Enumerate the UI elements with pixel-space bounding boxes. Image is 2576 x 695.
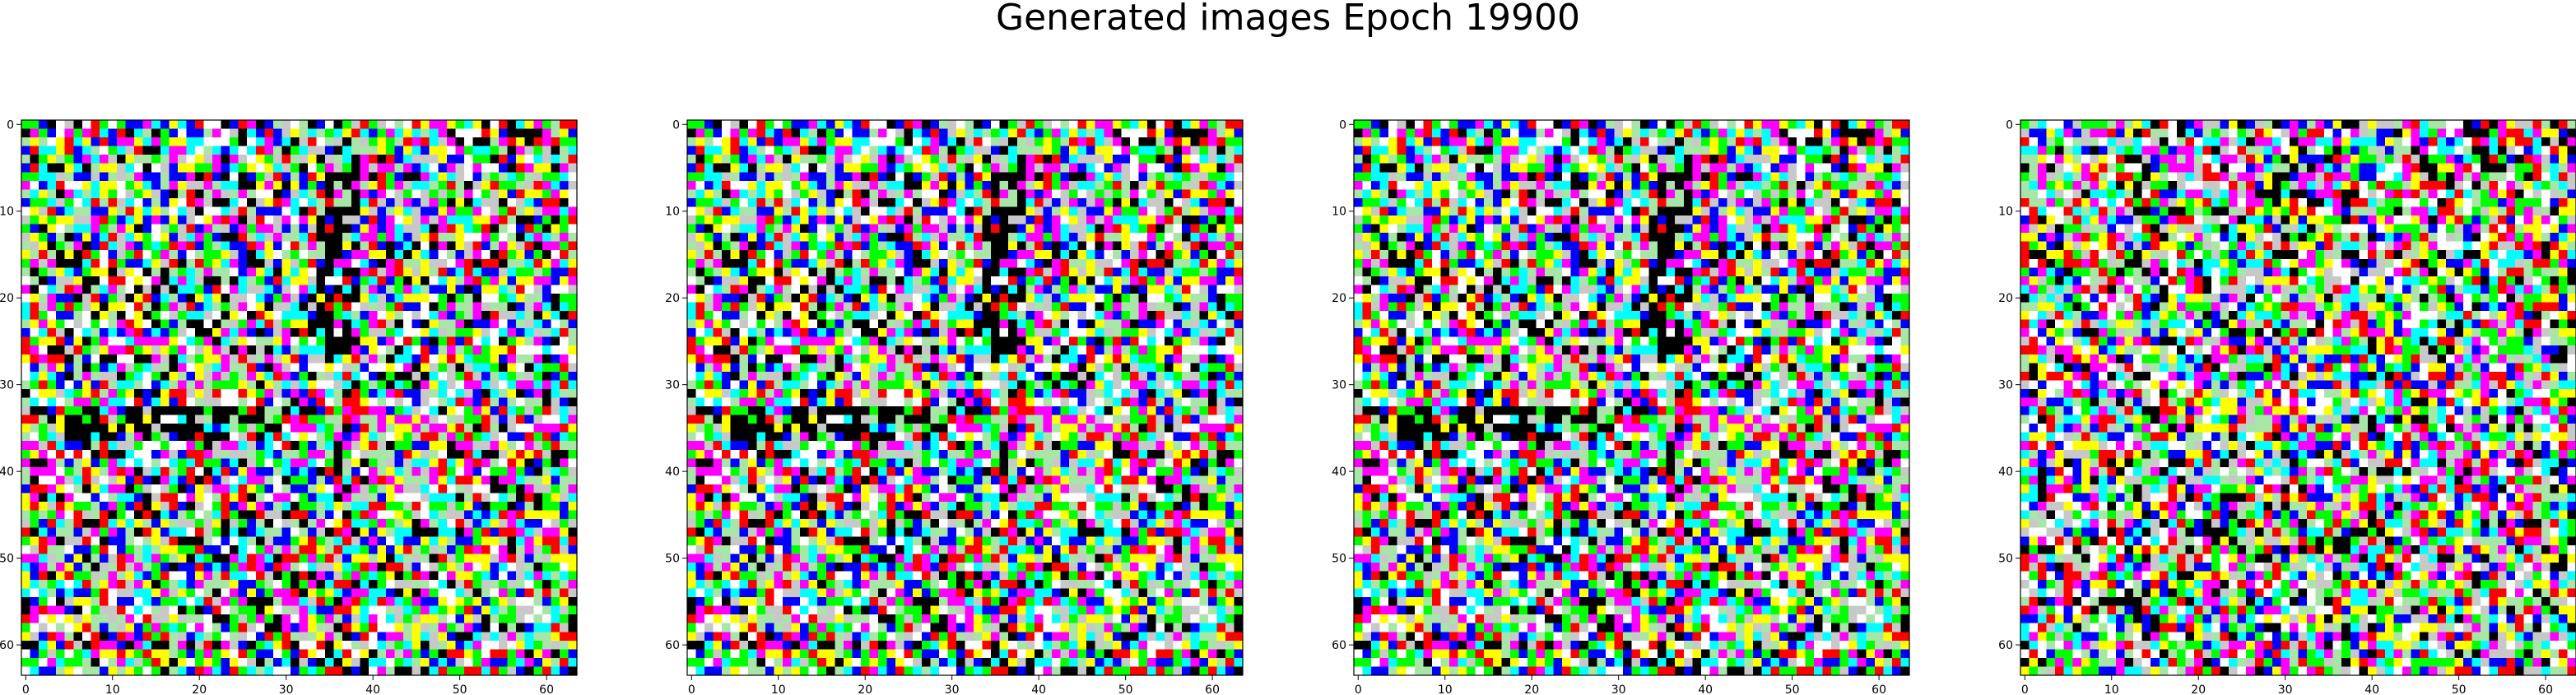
generated-image-3	[1354, 120, 1909, 675]
x-tick-label: 30	[1611, 683, 1626, 695]
x-tick-label: 30	[2278, 683, 2293, 695]
y-tick-label: 30	[1998, 379, 2013, 392]
y-tick-label: 20	[0, 292, 14, 305]
generated-image-1	[21, 120, 577, 675]
x-tick-label: 20	[858, 683, 872, 695]
x-tick-label: 50	[2452, 683, 2467, 695]
y-tick-label: 30	[1332, 379, 1346, 392]
image-panel-1: 0 10 20 30 40 50 60 0 10 20 30 40 50 60	[0, 118, 577, 695]
x-tick-label: 10	[1438, 683, 1453, 695]
y-tick-label: 10	[665, 206, 680, 219]
x-tick-label: 20	[2191, 683, 2206, 695]
y-tick-label: 50	[1998, 553, 2013, 566]
y-tick-label: 0	[7, 118, 14, 132]
x-tick-label: 0	[688, 683, 695, 695]
y-tick-label: 20	[665, 292, 680, 305]
x-tick-label: 60	[539, 683, 554, 695]
image-panel-2: 0 10 20 30 40 50 60 0 10 20 30 40 50 60	[665, 118, 1243, 695]
image-panel-3: 0 10 20 30 40 50 60 0 10 20 30 40 50 60	[1332, 118, 1909, 695]
y-tick-label: 10	[1998, 206, 2013, 219]
x-tick-label: 10	[105, 683, 120, 695]
y-tick-label: 40	[1332, 466, 1346, 479]
y-tick-label: 0	[1339, 118, 1346, 132]
y-tick-label: 50	[1332, 553, 1346, 566]
generated-image-4	[2020, 120, 2576, 675]
x-tick-label: 50	[1785, 683, 1800, 695]
x-tick-label: 0	[2021, 683, 2029, 695]
y-tick-label: 60	[665, 639, 680, 652]
x-tick-label: 0	[1355, 683, 1362, 695]
x-tick-label: 0	[22, 683, 30, 695]
y-tick-label: 60	[0, 639, 14, 652]
x-tick-label: 60	[1872, 683, 1886, 695]
y-tick-label: 50	[0, 553, 14, 566]
x-tick-label: 60	[2538, 683, 2553, 695]
x-tick-label: 40	[1031, 683, 1046, 695]
generated-image-2	[687, 120, 1243, 675]
x-tick-label: 20	[1524, 683, 1539, 695]
x-tick-label: 30	[945, 683, 960, 695]
x-tick-label: 40	[365, 683, 380, 695]
x-tick-label: 40	[2364, 683, 2379, 695]
y-tick-label: 0	[672, 118, 680, 132]
y-tick-label: 20	[1998, 292, 2013, 305]
y-tick-label: 40	[1998, 466, 2013, 479]
x-tick-label: 30	[279, 683, 294, 695]
y-tick-label: 10	[1332, 206, 1346, 219]
x-tick-label: 50	[1118, 683, 1133, 695]
y-tick-label: 20	[1332, 292, 1346, 305]
y-tick-label: 30	[665, 379, 680, 392]
y-tick-label: 60	[1998, 639, 2013, 652]
x-tick-label: 40	[1698, 683, 1713, 695]
y-tick-label: 40	[0, 466, 14, 479]
y-tick-label: 50	[665, 553, 680, 566]
y-tick-label: 60	[1332, 639, 1346, 652]
x-tick-label: 10	[771, 683, 786, 695]
y-tick-label: 40	[665, 466, 680, 479]
image-panel-4: 0 10 20 30 40 50 60 0 10 20 30 40 50 60	[1998, 118, 2576, 695]
x-tick-label: 20	[192, 683, 207, 695]
x-tick-label: 10	[2104, 683, 2119, 695]
y-tick-label: 0	[2006, 118, 2013, 132]
y-tick-label: 10	[0, 206, 14, 219]
y-tick-label: 30	[0, 379, 14, 392]
x-tick-label: 60	[1205, 683, 1220, 695]
x-tick-label: 50	[453, 683, 467, 695]
